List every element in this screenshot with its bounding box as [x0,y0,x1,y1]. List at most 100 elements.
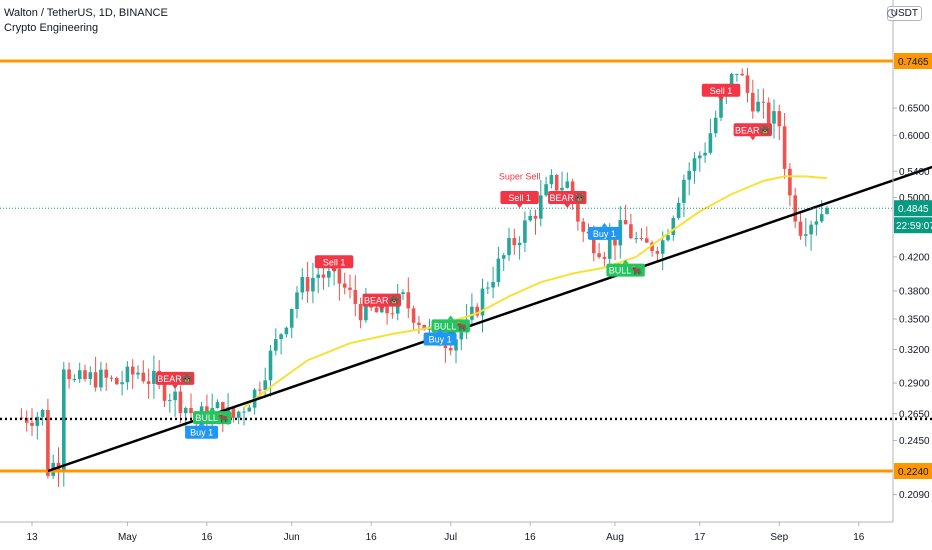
candle-body [168,400,172,402]
signal-pointer [378,306,385,311]
candle-body [475,306,479,316]
candle-body [650,242,654,252]
candle-body [687,170,691,180]
time-tick-label: 16 [366,532,378,543]
price-tick-label: 0.5000 [899,193,930,204]
candle-body [554,175,559,191]
candle-body [798,221,803,236]
countdown-label: 22:59:07 [896,221,932,232]
candle-body [342,283,347,288]
candle-body [486,287,490,289]
signal-labels: BEAR🐻 BULL🐂 Buy 1 Sell 1 BEAR🐻 BULL🐂 Buy 1 Supe… [155,83,772,439]
moving-average-line[interactable] [243,175,828,409]
candle-body [682,179,686,203]
candle-body [104,369,108,378]
signal-pointer [622,259,629,264]
time-tick-label: 16 [853,532,865,543]
candle-body [660,240,665,254]
signal-bull-box [193,411,232,425]
candle-body [756,101,760,112]
candle-body [809,224,813,235]
candle-body [390,313,395,315]
price-tick-label: 0.2450 [899,436,930,447]
signal-pointer [198,421,205,426]
signal-pointer [331,268,338,273]
candle-body [311,277,315,292]
candle-body [46,410,50,476]
candle-body [30,422,34,426]
signal-sell-label: Sell 1 [508,193,531,203]
signal-bull-label: BULL🐂 [609,266,643,276]
signal-bear-box [733,123,772,137]
candle-body [788,168,792,196]
candle-body [766,102,771,124]
countdown-tag [894,217,932,234]
candle-body [247,407,252,412]
candle-body [316,274,320,278]
signal-bull-label: BULL🐂 [195,413,229,423]
signal-buy-label: Buy 1 [190,428,213,438]
signal-pointer [437,328,444,333]
candle-body [676,202,681,218]
signal-pointer [718,96,724,101]
candle-body [517,242,522,246]
drawings [0,59,932,473]
candle-body [321,274,326,278]
candle-body [671,217,676,236]
candle-body [327,271,331,278]
price-tick-label: 0.6500 [899,104,930,115]
candle-body [459,332,464,340]
candle-body [173,391,177,401]
candle-body [804,234,808,236]
candle-body [258,389,262,391]
price-tick-label: 0.2650 [899,409,930,420]
candle-body [72,378,77,380]
price-tick-label: 0.2900 [899,379,930,390]
candle-body [77,370,82,379]
candle-body [602,257,607,259]
signal-bull-label: BULL🐂 [434,321,468,331]
candle-body [417,322,421,325]
candle-body [83,370,87,380]
candle-body [565,181,570,188]
candle-body [268,350,273,381]
candle-body [152,370,156,384]
time-tick-label: Sep [770,532,788,543]
candle-body [782,126,787,169]
candle-body [539,195,543,219]
candle-body [629,224,633,239]
resistance-price-label: 0.7465 [898,57,929,68]
candle-body [231,407,236,418]
signal-buy-box [423,332,457,346]
candle-body [761,101,766,103]
indicator-name[interactable]: Crypto Engineering [4,22,99,34]
candle-body [40,410,45,417]
candle-body [300,277,305,293]
close-icon[interactable] [887,9,896,18]
signal-sell-label: Sell 1 [710,86,733,96]
signal-bear-label: BEAR🐻 [735,124,771,135]
candle-body [422,324,426,330]
candle-body [136,372,140,375]
candle-body [655,251,660,254]
candle-body [581,221,585,232]
time-tick-label: Aug [606,532,624,543]
symbol-title[interactable]: Walton / TetherUS, 1D, BINANCE [4,7,168,19]
price-tick-label: 0.5400 [899,167,930,178]
candle-body [825,208,829,215]
time-tick-label: 13 [26,532,38,543]
price-tick-label: 0.3500 [899,314,930,325]
candle-body [698,155,702,159]
candle-body [597,253,601,258]
candle-body [645,238,649,243]
candle-body [35,416,40,426]
candle-body [576,201,580,222]
candle-body [295,292,299,310]
resistance-price-tag [894,53,932,69]
candle-body [274,339,278,351]
candle-body [719,96,723,118]
time-tick-label: May [118,532,137,543]
